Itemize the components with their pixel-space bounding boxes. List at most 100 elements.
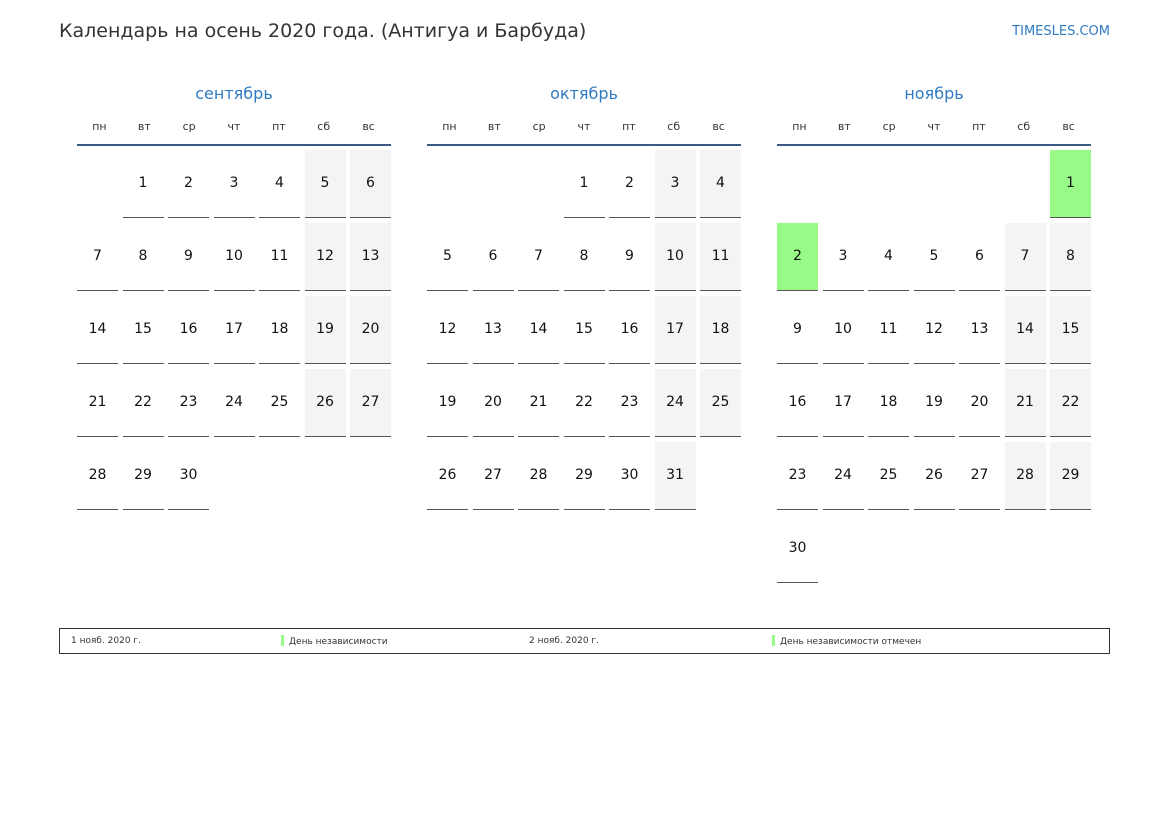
day-cell[interactable]: 20 — [472, 369, 514, 437]
day-cell[interactable]: 11 — [868, 296, 909, 364]
day-cell[interactable]: 30 — [777, 515, 818, 583]
day-cell[interactable]: 6 — [350, 150, 391, 218]
day-cell[interactable]: 12 — [427, 296, 468, 364]
day-cell[interactable]: 5 — [913, 223, 955, 291]
day-cell[interactable]: 7 — [77, 223, 118, 291]
day-cell[interactable]: 19 — [913, 369, 955, 437]
day-cell[interactable]: 17 — [822, 369, 864, 437]
day-cell[interactable]: 26 — [304, 369, 346, 437]
day-cell[interactable]: 26 — [913, 442, 955, 510]
day-cell[interactable]: 28 — [518, 442, 559, 510]
day-cell[interactable]: 28 — [77, 442, 118, 510]
day-cell[interactable]: 15 — [563, 296, 605, 364]
weekday-label: пт — [272, 120, 286, 133]
day-cell[interactable]: 1 — [122, 150, 164, 218]
day-cell[interactable]: 7 — [518, 223, 559, 291]
day-cell[interactable]: 29 — [1050, 442, 1091, 510]
day-cell[interactable]: 23 — [168, 369, 209, 437]
day-cell[interactable]: 18 — [868, 369, 909, 437]
day-cell[interactable]: 16 — [168, 296, 209, 364]
day-cell[interactable]: 31 — [654, 442, 696, 510]
day-cell[interactable]: 4 — [700, 150, 741, 218]
day-cell[interactable]: 30 — [609, 442, 650, 510]
day-cell[interactable]: 4 — [259, 150, 300, 218]
day-cell[interactable]: 9 — [168, 223, 209, 291]
day-cell[interactable]: 25 — [700, 369, 741, 437]
holiday-day-cell[interactable]: 1 — [1050, 150, 1091, 218]
day-cell[interactable]: 6 — [472, 223, 514, 291]
day-cell[interactable]: 21 — [77, 369, 118, 437]
day-cell[interactable]: 12 — [304, 223, 346, 291]
day-cell[interactable]: 8 — [1050, 223, 1091, 291]
day-cell[interactable]: 13 — [472, 296, 514, 364]
day-cell[interactable]: 25 — [868, 442, 909, 510]
day-cell[interactable]: 7 — [1004, 223, 1046, 291]
day-cell[interactable]: 12 — [913, 296, 955, 364]
day-cell[interactable]: 15 — [1050, 296, 1091, 364]
day-cell[interactable]: 10 — [822, 296, 864, 364]
day-cell[interactable]: 30 — [168, 442, 209, 510]
legend-date: 1 нояб. 2020 г. — [71, 636, 142, 646]
day-cell[interactable]: 14 — [1004, 296, 1046, 364]
weekday-label: вс — [712, 120, 725, 133]
day-cell[interactable]: 2 — [168, 150, 209, 218]
day-cell[interactable]: 18 — [700, 296, 741, 364]
day-cell[interactable]: 11 — [700, 223, 741, 291]
holiday-color-marker — [281, 635, 284, 646]
day-cell[interactable]: 20 — [350, 296, 391, 364]
day-cell[interactable]: 4 — [868, 223, 909, 291]
day-cell[interactable]: 6 — [959, 223, 1000, 291]
day-cell[interactable]: 24 — [654, 369, 696, 437]
weekday-label: ср — [532, 120, 546, 133]
month-name: октябрь — [550, 84, 618, 103]
day-cell[interactable]: 3 — [654, 150, 696, 218]
day-cell[interactable]: 18 — [259, 296, 300, 364]
day-cell[interactable]: 29 — [563, 442, 605, 510]
day-cell[interactable]: 22 — [1050, 369, 1091, 437]
day-cell[interactable]: 13 — [959, 296, 1000, 364]
day-cell[interactable]: 8 — [563, 223, 605, 291]
day-cell[interactable]: 22 — [563, 369, 605, 437]
day-cell[interactable]: 3 — [822, 223, 864, 291]
day-cell[interactable]: 11 — [259, 223, 300, 291]
day-cell[interactable]: 24 — [822, 442, 864, 510]
day-cell[interactable]: 16 — [609, 296, 650, 364]
day-cell[interactable]: 24 — [213, 369, 255, 437]
day-cell[interactable]: 27 — [472, 442, 514, 510]
brand-link[interactable]: TIMESLES.COM — [1012, 24, 1110, 39]
weekday-header: пн вт ср чт пт сб вс — [427, 110, 741, 146]
day-cell[interactable]: 19 — [427, 369, 468, 437]
day-cell[interactable]: 15 — [122, 296, 164, 364]
day-cell[interactable]: 29 — [122, 442, 164, 510]
day-cell[interactable]: 26 — [427, 442, 468, 510]
day-cell[interactable]: 14 — [77, 296, 118, 364]
day-cell[interactable]: 5 — [427, 223, 468, 291]
day-cell[interactable]: 20 — [959, 369, 1000, 437]
day-cell[interactable]: 1 — [563, 150, 605, 218]
day-cell[interactable]: 23 — [777, 442, 818, 510]
day-cell[interactable]: 14 — [518, 296, 559, 364]
day-cell[interactable]: 9 — [609, 223, 650, 291]
day-cell[interactable]: 13 — [350, 223, 391, 291]
day-cell[interactable]: 25 — [259, 369, 300, 437]
day-cell[interactable]: 9 — [777, 296, 818, 364]
day-cell[interactable]: 21 — [1004, 369, 1046, 437]
day-cell[interactable]: 27 — [959, 442, 1000, 510]
day-cell[interactable]: 10 — [654, 223, 696, 291]
day-cell[interactable]: 19 — [304, 296, 346, 364]
day-cell[interactable]: 8 — [122, 223, 164, 291]
day-cell[interactable]: 3 — [213, 150, 255, 218]
day-cell[interactable]: 17 — [213, 296, 255, 364]
day-cell[interactable]: 2 — [609, 150, 650, 218]
day-cell[interactable]: 17 — [654, 296, 696, 364]
day-cell[interactable]: 21 — [518, 369, 559, 437]
day-cell[interactable]: 10 — [213, 223, 255, 291]
day-cell[interactable]: 16 — [777, 369, 818, 437]
day-cell[interactable]: 28 — [1004, 442, 1046, 510]
day-cell[interactable]: 22 — [122, 369, 164, 437]
weekday-label: пт — [622, 120, 636, 133]
day-cell[interactable]: 27 — [350, 369, 391, 437]
day-cell[interactable]: 23 — [609, 369, 650, 437]
day-cell[interactable]: 5 — [304, 150, 346, 218]
holiday-day-cell[interactable]: 2 — [777, 223, 818, 291]
